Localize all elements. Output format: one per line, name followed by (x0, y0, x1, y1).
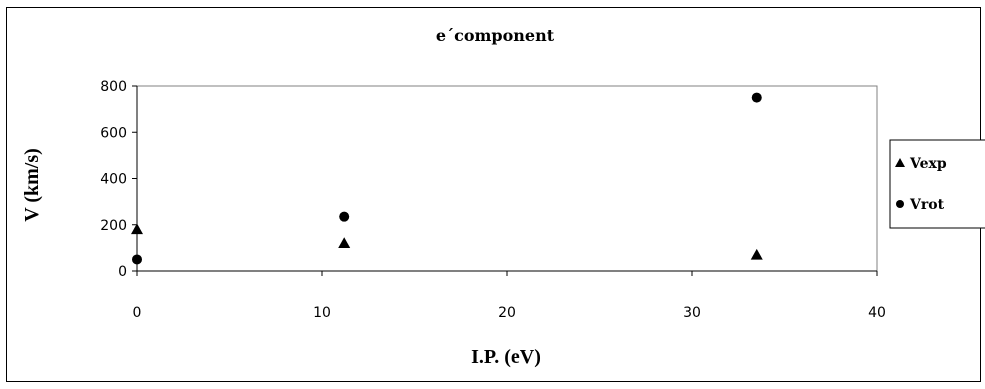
axes: 0 200 400 600 800 0 10 20 30 40 (100, 79, 886, 321)
y-tick-label: 200 (100, 218, 127, 234)
plot-area (136, 85, 878, 272)
x-tick-label: 40 (868, 305, 886, 321)
x-tick-label: 0 (133, 305, 142, 321)
point-vrot (132, 254, 142, 265)
chart-title: e´component (436, 26, 555, 45)
point-vexp (131, 223, 143, 235)
point-vrot (751, 92, 762, 103)
legend-marker-vrot (896, 200, 904, 208)
legend-marker-vexp (895, 158, 905, 167)
y-tick-label: 600 (100, 125, 127, 141)
y-tick-label: 800 (100, 79, 127, 95)
legend-box (889, 139, 985, 229)
y-tick-label: 0 (118, 264, 127, 280)
y-axis-title: V (km/s) (21, 148, 43, 222)
point-vrot (339, 211, 350, 222)
x-tick-label: 30 (683, 305, 701, 321)
data-points (131, 92, 763, 265)
y-tick-label: 400 (100, 172, 127, 188)
legend: Vexp Vrot (889, 139, 985, 229)
legend-label-vrot: Vrot (909, 197, 945, 213)
point-vexp (338, 237, 351, 249)
x-tick-label: 10 (313, 305, 331, 321)
x-axis-title: I.P. (eV) (471, 346, 541, 368)
point-vexp (750, 248, 763, 260)
x-tick-label: 20 (498, 305, 516, 321)
legend-label-vexp: Vexp (909, 156, 947, 172)
